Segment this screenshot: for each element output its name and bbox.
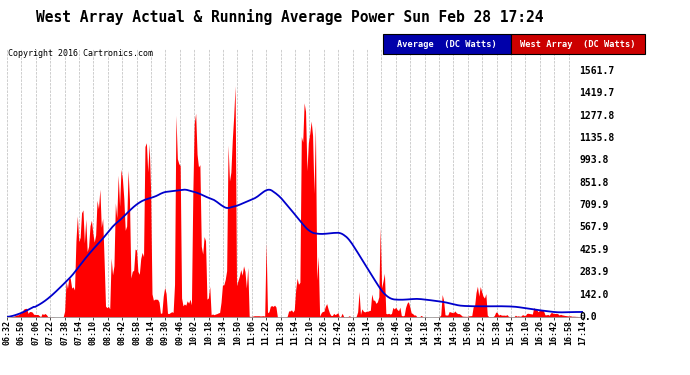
- Text: 1419.7: 1419.7: [580, 88, 615, 99]
- Text: West Array Actual & Running Average Power Sun Feb 28 17:24: West Array Actual & Running Average Powe…: [36, 9, 544, 26]
- Text: 283.9: 283.9: [580, 267, 609, 277]
- Text: 851.8: 851.8: [580, 178, 609, 188]
- Text: 0.0: 0.0: [580, 312, 598, 322]
- Text: 142.0: 142.0: [580, 290, 609, 300]
- Text: 567.9: 567.9: [580, 222, 609, 232]
- Text: 1135.8: 1135.8: [580, 133, 615, 143]
- Text: 1277.8: 1277.8: [580, 111, 615, 121]
- Text: 425.9: 425.9: [580, 245, 609, 255]
- Text: 1703.7: 1703.7: [580, 44, 615, 54]
- Text: 1561.7: 1561.7: [580, 66, 615, 76]
- Text: 993.8: 993.8: [580, 156, 609, 165]
- Text: 709.9: 709.9: [580, 200, 609, 210]
- Text: West Array  (DC Watts): West Array (DC Watts): [520, 40, 635, 49]
- Text: Copyright 2016 Cartronics.com: Copyright 2016 Cartronics.com: [8, 50, 153, 58]
- Text: Average  (DC Watts): Average (DC Watts): [397, 40, 497, 49]
